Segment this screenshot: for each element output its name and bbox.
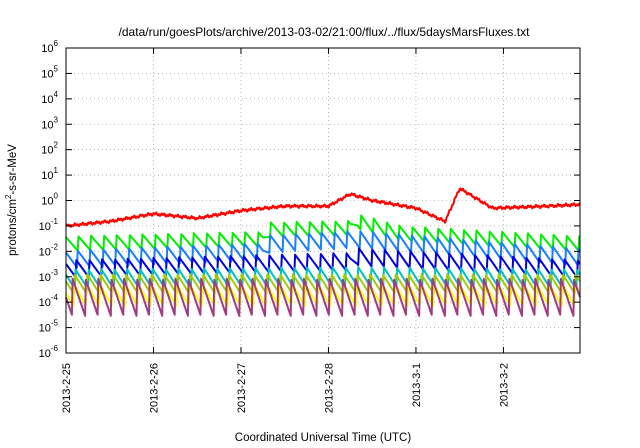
grid-lines (66, 48, 580, 353)
y-tick-label-base: 10 (39, 272, 51, 284)
y-tick-label-exp: 5 (54, 64, 59, 73)
y-axis-label-base: protons/cm (7, 199, 19, 256)
y-tick-label: 10-6 (39, 344, 59, 360)
y-tick-label: 10-5 (39, 319, 59, 335)
y-tick-label-exp: -4 (51, 293, 59, 302)
y-axis-label-rest: -s-sr-MeV (7, 144, 19, 195)
x-tick-label: 2013-2-26 (148, 363, 160, 413)
y-tick-label: 106 (41, 39, 58, 55)
series-line-3 (65, 230, 581, 269)
y-tick-label: 104 (41, 90, 58, 106)
y-tick-label-exp: 6 (54, 39, 59, 48)
y-tick-label-base: 10 (41, 145, 53, 157)
y-tick-label: 10-3 (39, 268, 59, 284)
series-group (65, 187, 581, 317)
x-tick-label: 2013-3-2 (498, 363, 510, 407)
y-tick-label-base: 10 (41, 119, 53, 131)
x-tick-labels: 2013-2-25 2013-2-26 2013-2-27 2013-2-28 2013… (61, 363, 510, 413)
x-tick-label: 2013-3-1 (411, 363, 423, 407)
y-tick-label-base: 10 (41, 196, 53, 208)
y-tick-label-exp: 3 (54, 115, 59, 124)
y-axis-label: protons/cm2-s-sr-MeV (4, 144, 19, 256)
y-tick-label-exp: -6 (51, 344, 59, 353)
y-tick-label-base: 10 (41, 170, 53, 182)
y-tick-label-base: 10 (41, 68, 53, 80)
y-tick-label: 10-2 (39, 242, 59, 258)
y-tick-label-base: 10 (39, 323, 51, 335)
y-tick-label-base: 10 (41, 43, 53, 55)
y-tick-label-base: 10 (39, 348, 51, 360)
x-tick-label: 2013-2-27 (236, 363, 248, 413)
y-tick-label-exp: -5 (51, 319, 59, 328)
series-line-5 (65, 266, 581, 291)
series-line-1 (65, 187, 581, 228)
y-tick-label-base: 10 (39, 297, 51, 309)
y-tick-label: 10-4 (39, 293, 59, 309)
y-tick-label: 105 (41, 64, 58, 80)
y-tick-label: 10-1 (39, 217, 59, 233)
x-axis-label: Coordinated Universal Time (UTC) (235, 432, 412, 444)
y-tick-label: 103 (41, 115, 58, 131)
y-tick-labels: 10-610-510-410-310-210-11001011021031041… (39, 39, 59, 360)
y-tick-label-base: 10 (39, 246, 51, 258)
x-tick-label: 2013-2-28 (323, 363, 335, 413)
y-tick-label-base: 10 (41, 94, 53, 106)
tick-marks (65, 47, 580, 354)
y-tick-label: 102 (41, 141, 58, 157)
y-tick-label-exp: 1 (54, 166, 59, 175)
series-line-2 (65, 214, 581, 252)
series-line-6 (65, 273, 581, 296)
y-tick-label-exp: 0 (54, 192, 59, 201)
y-tick-label-base: 10 (39, 221, 51, 233)
y-axis-label-sup: 2 (4, 194, 13, 199)
y-tick-label: 101 (41, 166, 58, 182)
y-tick-label-exp: -1 (51, 217, 59, 226)
chart-title: /data/run/goesPlots/archive/2013-03-02/2… (119, 25, 531, 39)
y-tick-label: 100 (41, 192, 58, 208)
y-tick-label-exp: 4 (54, 90, 59, 99)
x-tick-label: 2013-2-25 (61, 363, 73, 413)
series-line-8 (65, 277, 581, 317)
y-tick-label-exp: -2 (51, 242, 59, 251)
y-tick-label-exp: 2 (54, 141, 59, 150)
y-tick-label-exp: -3 (51, 268, 59, 277)
